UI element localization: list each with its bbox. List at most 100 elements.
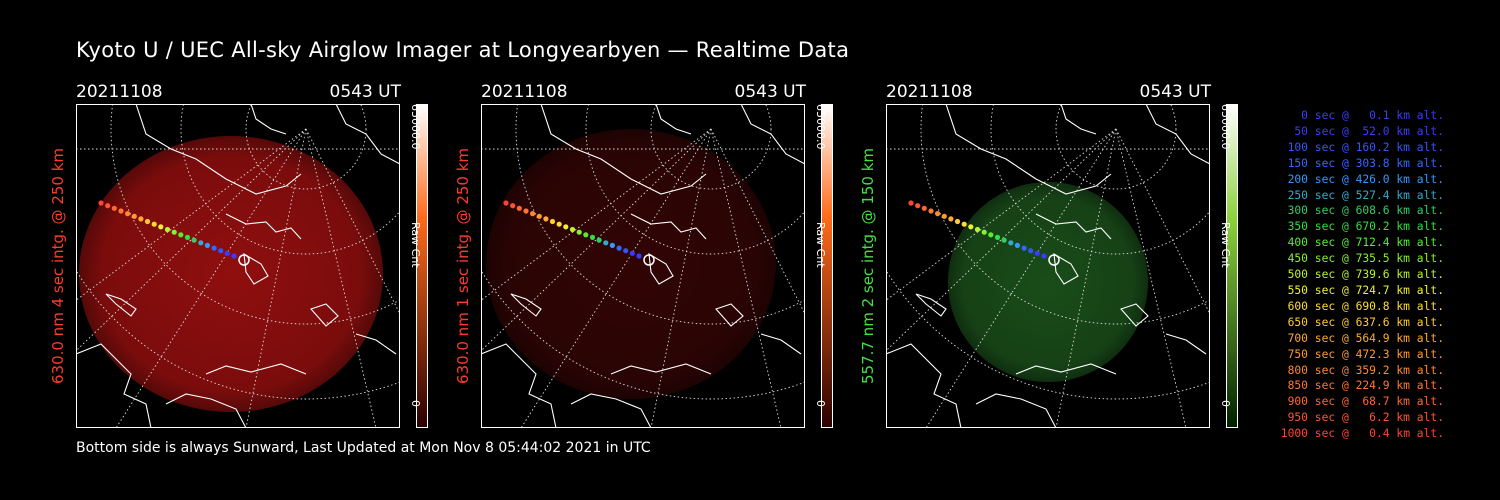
trajectory-point — [1034, 250, 1040, 256]
trajectory-point — [596, 237, 602, 243]
airglow-panel-3: 20211108 0543 UT 557.7 nm 2 sec intg. @ … — [859, 82, 1238, 432]
legend-row: 650 sec @ 637.6 km alt. — [1287, 315, 1444, 329]
trajectory-point — [105, 203, 111, 209]
trajectory-point — [609, 242, 615, 248]
trajectory-point — [981, 229, 987, 235]
trajectory-point — [928, 208, 934, 214]
airglow-disk — [79, 136, 383, 412]
legend-row: 450 sec @ 735.5 km alt. — [1287, 252, 1444, 266]
legend-row: 100 sec @ 160.2 km alt. — [1287, 140, 1444, 154]
trajectory-point — [935, 211, 941, 217]
airglow-disk — [486, 129, 776, 399]
trajectory-point — [204, 242, 210, 248]
allsky-map — [481, 104, 805, 428]
colorbar — [821, 104, 833, 428]
map-frame — [481, 104, 805, 428]
legend-row: 750 sec @ 472.3 km alt. — [1287, 347, 1444, 361]
legend-row: 800 sec @ 359.2 km alt. — [1287, 363, 1444, 377]
legend-row: 500 sec @ 739.6 km alt. — [1287, 268, 1444, 282]
trajectory-point — [1014, 242, 1020, 248]
lat-lon-grid — [481, 104, 805, 428]
legend-row: 550 sec @ 724.7 km alt. — [1287, 283, 1444, 297]
allsky-map — [76, 104, 400, 428]
legend-row: 1000 sec @ 0.4 km alt. — [1280, 427, 1444, 441]
trajectory-point — [536, 213, 542, 219]
legend-row: 350 sec @ 670.2 km alt. — [1287, 220, 1444, 234]
trajectory-point — [111, 205, 117, 211]
trajectory-point — [974, 226, 981, 233]
trajectory-point — [948, 216, 954, 222]
trajectory-point — [988, 232, 994, 238]
trajectory-track — [98, 200, 237, 259]
panel-date: 20211108 — [481, 82, 568, 102]
colorbar — [1226, 104, 1238, 428]
colorbar-min-label: 0 — [409, 400, 422, 407]
trajectory-point — [556, 221, 562, 227]
lat-lon-grid — [886, 104, 1210, 428]
trajectory-point — [941, 213, 947, 219]
legend-row: 400 sec @ 712.4 km alt. — [1287, 236, 1444, 250]
trajectory-point — [184, 234, 191, 240]
trajectory-point — [1021, 245, 1027, 251]
lat-lon-grid — [76, 104, 400, 428]
legend-row: 600 sec @ 690.8 km alt. — [1287, 299, 1444, 313]
trajectory-point — [198, 240, 204, 246]
trajectory-point — [915, 203, 921, 209]
station-marker — [643, 254, 655, 266]
trajectory-point — [171, 229, 177, 235]
trajectory-point — [1028, 248, 1034, 254]
legend-row: 150 sec @ 303.8 km alt. — [1287, 156, 1444, 170]
panel-side-label: 557.7 nm 2 sec intg. @ 150 km — [859, 147, 877, 385]
trajectory-point — [218, 248, 224, 254]
airglow-panel-1: 20211108 0543 UT 630.0 nm 4 sec intg. @ … — [49, 82, 428, 432]
trajectory-point — [138, 216, 144, 222]
trajectory-point — [1041, 253, 1047, 259]
map-frame — [886, 104, 1210, 428]
panel-time: 0543 UT — [1139, 82, 1212, 102]
trajectory-point — [623, 248, 629, 254]
legend-row: 950 sec @ 6.2 km alt. — [1287, 411, 1444, 425]
trajectory-point — [523, 208, 529, 214]
trajectory-point — [510, 203, 516, 209]
station-marker — [238, 254, 250, 266]
trajectory-point — [98, 200, 104, 206]
coastlines — [886, 104, 1210, 428]
trajectory-point — [576, 229, 582, 235]
trajectory-point — [1001, 237, 1007, 243]
trajectory-point — [530, 211, 536, 217]
trajectory-point — [636, 253, 642, 259]
trajectory-point — [543, 216, 549, 222]
airglow-panel-2: 20211108 0543 UT 630.0 nm 1 sec intg. @ … — [454, 82, 833, 432]
legend-row: 200 sec @ 426.0 km alt. — [1287, 172, 1444, 186]
trajectory-point — [118, 208, 124, 214]
panel-date: 20211108 — [886, 82, 973, 102]
panel-side-label: 630.0 nm 4 sec intg. @ 250 km — [49, 147, 67, 385]
trajectory-point — [629, 250, 635, 256]
trajectory-point — [616, 245, 622, 251]
colorbar — [416, 104, 428, 428]
airglow-disk — [948, 182, 1148, 382]
trajectory-point — [211, 245, 217, 251]
trajectory-point — [994, 234, 1001, 240]
colorbar-min-label: 0 — [814, 400, 827, 407]
trajectory-point — [516, 205, 522, 211]
legend-row: 50 sec @ 52.0 km alt. — [1294, 124, 1444, 138]
trajectory-point — [961, 221, 967, 227]
panel-time: 0543 UT — [329, 82, 402, 102]
trajectory-point — [131, 213, 137, 219]
trajectory-point — [549, 218, 556, 225]
trajectory-point — [968, 224, 974, 230]
trajectory-track — [908, 200, 1047, 259]
legend-row: 250 sec @ 527.4 km alt. — [1287, 188, 1444, 202]
legend-row: 300 sec @ 608.6 km alt. — [1287, 204, 1444, 218]
trajectory-point — [563, 224, 569, 230]
trajectory-point — [151, 221, 157, 227]
footer-status: Bottom side is always Sunward, Last Upda… — [76, 440, 651, 456]
coastlines — [481, 104, 805, 428]
trajectory-point — [954, 218, 961, 225]
legend-row: 700 sec @ 564.9 km alt. — [1287, 331, 1444, 345]
trajectory-point — [921, 205, 927, 211]
trajectory-point — [178, 232, 184, 238]
trajectory-point — [231, 253, 237, 259]
allsky-map — [886, 104, 1210, 428]
